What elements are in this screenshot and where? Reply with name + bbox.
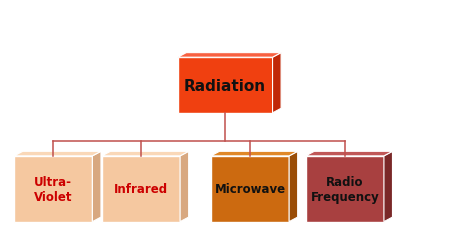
Polygon shape — [14, 156, 92, 222]
Text: Radio
Frequency: Radio Frequency — [310, 175, 379, 203]
Polygon shape — [289, 152, 298, 222]
Polygon shape — [180, 152, 189, 222]
Polygon shape — [273, 53, 281, 113]
Polygon shape — [178, 58, 273, 113]
Polygon shape — [14, 152, 101, 156]
Polygon shape — [102, 152, 189, 156]
Polygon shape — [178, 53, 281, 58]
Text: Radiation: Radiation — [184, 78, 266, 93]
Polygon shape — [211, 156, 289, 222]
Text: Infrared: Infrared — [114, 182, 168, 196]
Text: Microwave: Microwave — [214, 182, 286, 196]
Polygon shape — [306, 152, 392, 156]
Polygon shape — [211, 152, 298, 156]
Text: Ultra-
Violet: Ultra- Violet — [34, 175, 73, 203]
Polygon shape — [384, 152, 392, 222]
Polygon shape — [306, 156, 384, 222]
Polygon shape — [102, 156, 180, 222]
Polygon shape — [92, 152, 101, 222]
